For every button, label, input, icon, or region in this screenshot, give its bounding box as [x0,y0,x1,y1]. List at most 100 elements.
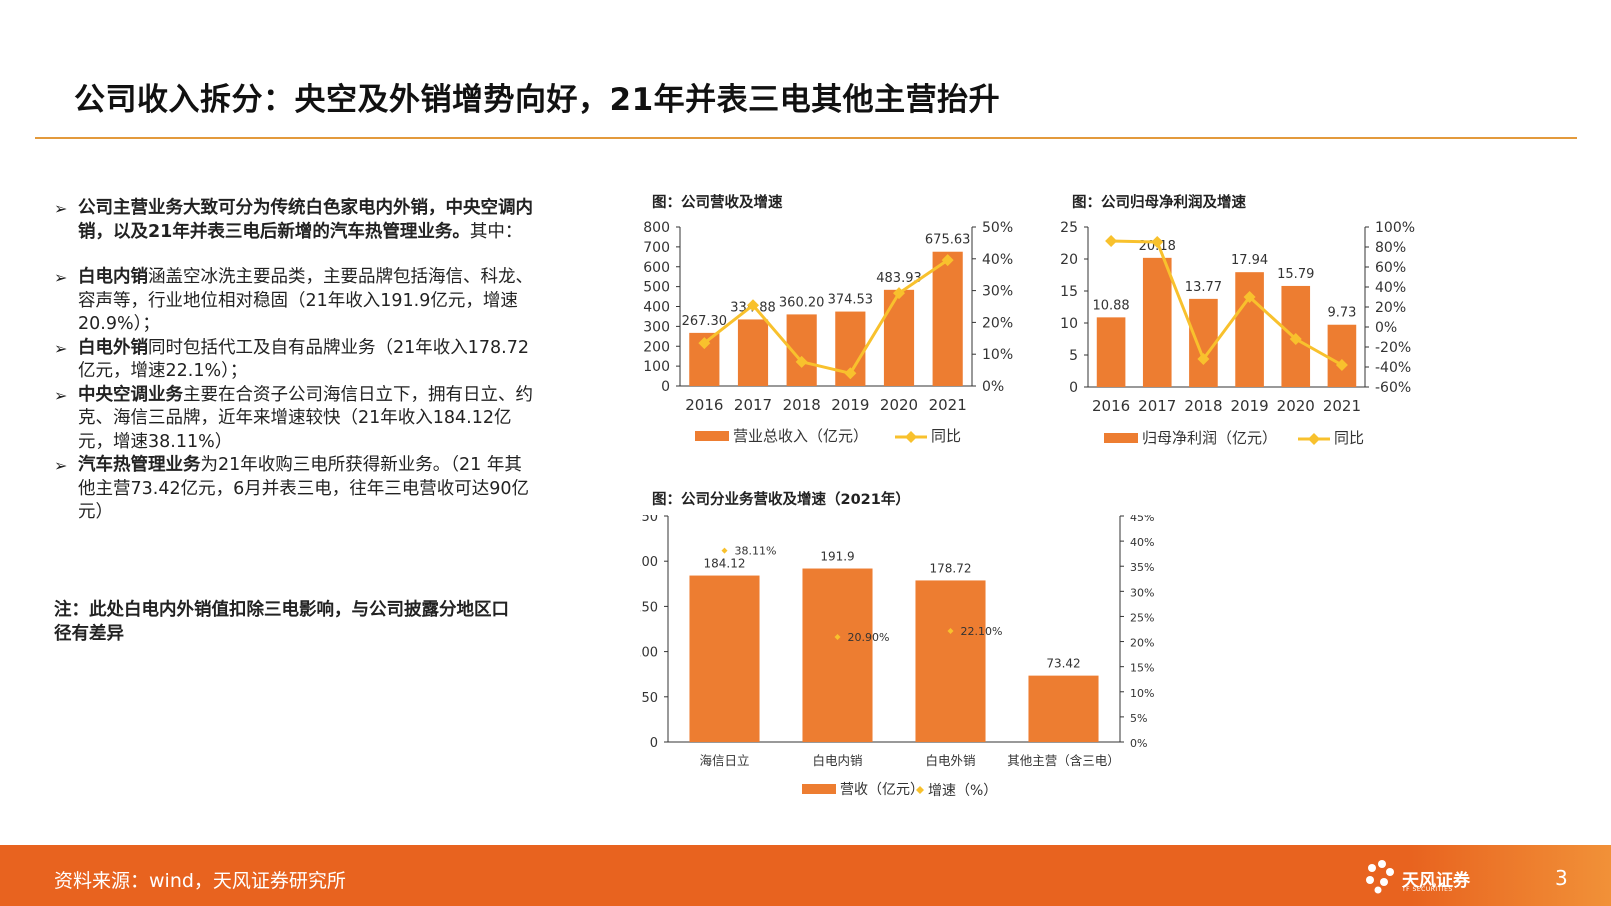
legend-label: 同比 [931,427,961,445]
x-tick-label: 2021 [929,396,967,414]
logo-text: 天风证券 [1402,871,1470,891]
bullet-text: 同时包括代工及自有品牌业务（21年收入178.72亿元，增速22.1%）； [78,337,529,382]
y-tick-label-left: 100 [643,359,670,375]
legend-label: 营业总收入（亿元） [733,427,868,445]
bullet-bold: 公司主营业务大致可分为传统白色家电内外销，中央空调内销，以及21年并表三电后新增… [78,198,533,242]
y-tick-label-left: 100 [640,646,658,661]
y-tick-label-left: 20 [1060,252,1078,268]
growth-point [947,628,954,635]
bar-value-label: 675.63 [925,233,971,248]
growth-line [703,258,949,375]
bar [883,289,915,386]
y-tick-label-right: 10% [982,347,1013,363]
growth-value-label: 38.11% [735,545,777,558]
y-tick-label-right: 30% [982,284,1013,300]
bullet-item-4: ➢ 中央空调业务主要在合资子公司海信日立下，拥有日立、约克、海信三品牌，近年来增… [54,384,534,455]
y-tick-label-right: 35% [1130,561,1154,574]
x-tick-label: 2016 [685,396,723,414]
growth-value-label: 20.90% [848,631,890,644]
x-tick-label: 2020 [1277,397,1315,415]
bar [689,575,760,742]
y-tick-label-left: 250 [640,515,658,525]
bullet-bold: 中央空调业务 [78,384,183,405]
bar [737,319,769,386]
footer-bar [0,845,1611,906]
x-tick-label: 2016 [1092,397,1130,415]
y-tick-label-left: 500 [643,280,670,296]
bar [932,251,963,386]
x-tick-label: 2018 [1184,397,1222,415]
bar [1327,324,1357,387]
y-tick-label-left: 15 [1060,284,1078,300]
bullet-item-3: ➢ 白电外销同时包括代工及自有品牌业务（21年收入178.72亿元，增速22.1… [54,337,534,384]
growth-point [893,287,905,300]
growth-point [1151,236,1164,248]
x-tick-label: 白电外销 [925,753,975,768]
arrow-icon: ➢ [54,338,68,358]
bar-value-label: 374.53 [828,293,874,308]
bar-value-label: 360.20 [779,295,825,310]
bullet-item-2: ➢ 白电内销涵盖空冰洗主要品类，主要品牌包括海信、科龙、容声等，行业地位相对稳固… [54,266,534,337]
y-tick-label-right: 0% [1375,320,1397,336]
bar-value-label: 13.77 [1185,280,1222,295]
x-tick-label: 2019 [831,396,869,414]
revenue-chart: 0 100 200 300 400 500 600 700 800 0% 10% 20% 30% 40% 5… [643,220,1013,445]
y-tick-label-right: 20% [1130,637,1154,650]
y-tick-label-right: 60% [1375,260,1406,276]
y-tick-label-left: 300 [643,319,670,335]
legend-swatch-bar [802,784,836,794]
growth-point [834,634,841,641]
x-tick-label: 白电内销 [812,753,862,768]
y-tick-label-right: 80% [1375,240,1406,256]
y-tick-label-left: 5 [1069,348,1078,364]
x-tick-label: 2019 [1230,397,1268,415]
y-tick-label-left: 25 [1060,220,1078,236]
x-tick-label: 其他主营（含三电） [1007,753,1120,768]
bar-value-label: 17.94 [1231,253,1268,268]
y-tick-label-right: 0% [982,379,1004,395]
logo-subtext: TF SECURITIES [1402,886,1453,893]
growth-point [1335,359,1348,371]
bar [1189,298,1218,387]
page-title: 公司收入拆分：央空及外销增势向好，21年并表三电其他主营抬升 [74,82,1001,118]
chart-title-revenue: 图：公司营收及增速 [652,195,783,211]
growth-point [1105,235,1118,247]
bullet-bold: 白电外销 [78,337,148,358]
bar-value-label: 9.73 [1327,306,1356,321]
y-tick-label-right: 5% [1130,712,1147,725]
bar-value-label: 10.88 [1092,298,1129,313]
y-tick-label-right: 15% [1130,662,1154,675]
bar [1028,675,1099,742]
growth-point [795,355,808,368]
x-tick-label: 2021 [1323,397,1361,415]
legend-label: 增速（%） [928,783,997,799]
bullet-bold: 白电内销 [78,267,148,287]
bar [1096,317,1126,387]
growth-point [941,254,954,267]
chart-title-segment: 图：公司分业务营收及增速（2021年） [652,492,910,508]
segment-chart: 0 50 100 150 200 250 0% 5% 10% 15% 20% 25% 30% 35% 40%… [640,515,1154,799]
y-tick-label-right: 30% [1130,586,1154,599]
bullet-bold: 汽车热管理业务 [78,455,201,475]
growth-point [721,547,728,554]
y-tick-label-right: -40% [1375,360,1411,376]
bar [1142,257,1172,387]
chart-title-net-profit: 图：公司归母净利润及增速 [1072,195,1246,211]
growth-point [1197,353,1210,365]
bullet-list: ➢ 公司主营业务大致可分为传统白色家电内外销，中央空调内销，以及21年并表三电后… [54,197,534,525]
y-tick-label-left: 400 [643,300,670,316]
bullet-text: 涵盖空冰洗主要品类，主要品牌包括海信、科龙、容声等，行业地位相对稳固（21年收入… [78,267,533,334]
bullet-item-1: ➢ 公司主营业务大致可分为传统白色家电内外销，中央空调内销，以及21年并表三电后… [54,197,534,244]
arrow-icon: ➢ [54,199,68,218]
growth-point [747,299,759,312]
legend-label: 营收（亿元） [840,782,924,798]
x-tick-label: 2020 [880,396,918,414]
legend-label: 同比 [1334,429,1364,447]
legend-swatch-marker [1308,433,1320,445]
bullet-text: 为21年收购三电所获得新业务。（21 年其他主营73.42亿元，6月并表三电，往… [78,455,529,522]
y-tick-label-right: 100% [1375,220,1415,236]
y-tick-label-left: 50 [641,691,658,706]
y-tick-label-left: 0 [650,736,658,751]
y-tick-label-right: 20% [1375,300,1406,316]
y-tick-label-right: 40% [1130,536,1154,549]
